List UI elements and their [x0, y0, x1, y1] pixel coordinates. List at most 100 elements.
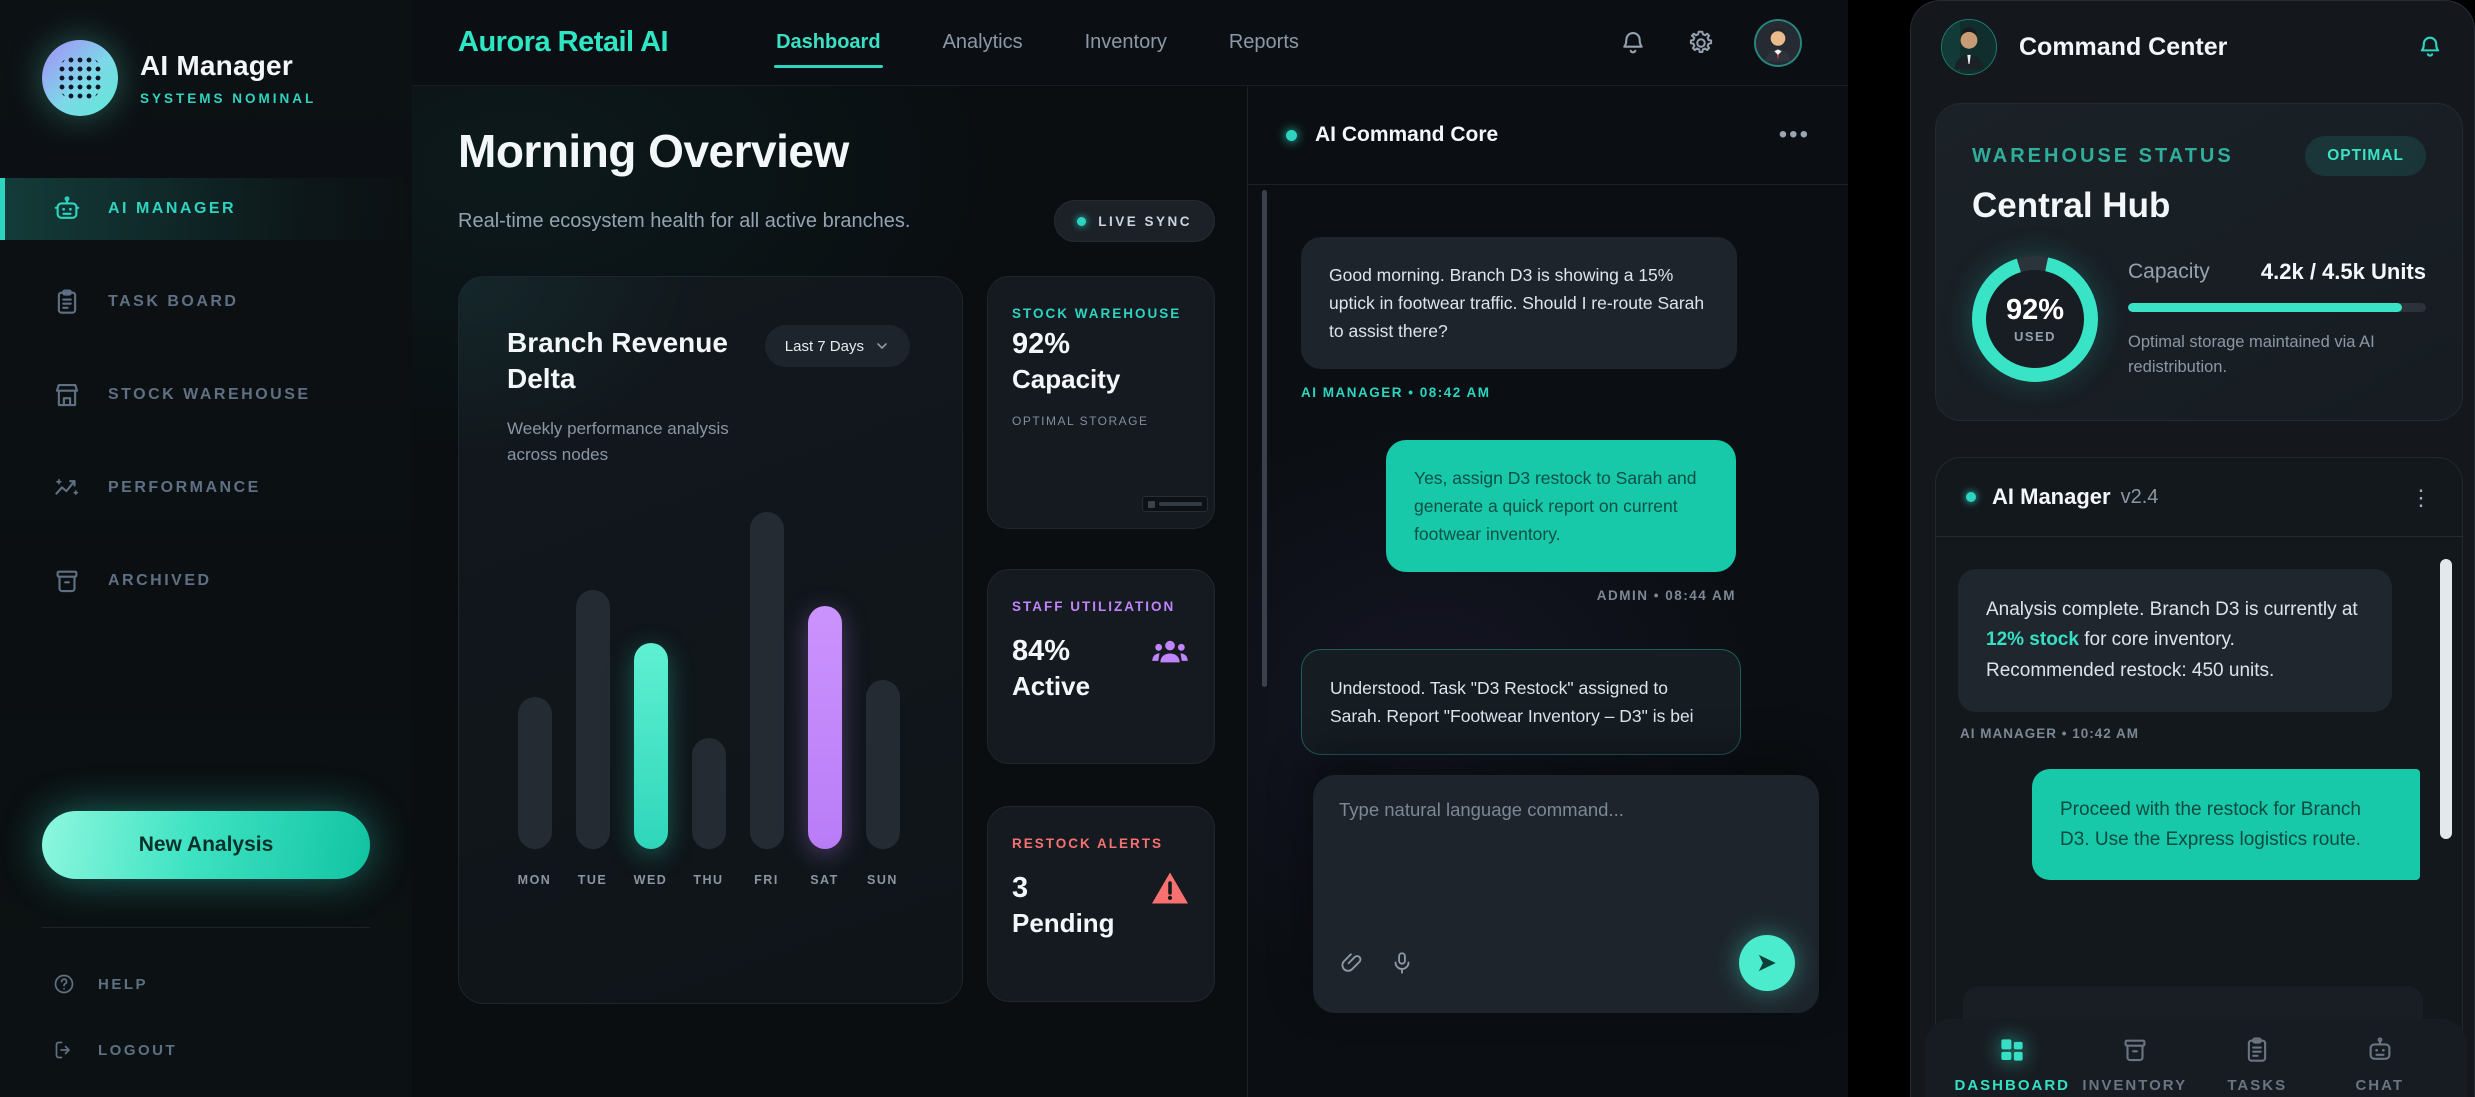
- stat-caption: Pending: [1012, 907, 1115, 938]
- warehouse-status-card: WAREHOUSE STATUS OPTIMAL Central Hub 92%…: [1935, 103, 2463, 421]
- help-label: HELP: [98, 975, 149, 993]
- assistant-version: v2.4: [2120, 485, 2159, 508]
- phone-avatar[interactable]: [1941, 19, 1997, 75]
- logout-link[interactable]: LOGOUT: [0, 1030, 412, 1070]
- overview-column: Morning Overview Real-time ecosystem hea…: [412, 86, 1247, 1097]
- sidebar-item-archived[interactable]: ARCHIVED: [0, 550, 412, 612]
- chart-x-labels: MON TUE WED THU FRI SAT SUN: [518, 873, 900, 887]
- chart-subtitle: Weekly performance analysis across nodes: [507, 418, 729, 465]
- chat-message-ai: Good morning. Branch D3 is showing a 15%…: [1301, 237, 1737, 369]
- stat-label: RESTOCK ALERTS: [1012, 836, 1164, 851]
- command-input[interactable]: [1339, 799, 1793, 929]
- x-tick: WED: [633, 873, 668, 888]
- phone-bell-icon[interactable]: [2416, 33, 2444, 61]
- chat-scrollbar[interactable]: [1262, 190, 1267, 687]
- people-icon: [1152, 640, 1188, 663]
- online-dot-icon: [1966, 492, 1976, 502]
- x-tick: FRI: [754, 873, 779, 888]
- admin-reply-bubble: Proceed with the restock for Branch D3. …: [2032, 769, 2420, 881]
- kebab-menu-icon[interactable]: ⋮: [2410, 484, 2432, 510]
- trend-sparkle-icon: [55, 479, 79, 495]
- phone-nav-dashboard[interactable]: DASHBOARD: [1951, 1035, 2074, 1097]
- avatar-illustration-icon: [1756, 20, 1800, 65]
- main-panel: Aurora Retail AI Dashboard Analytics Inv…: [412, 0, 1848, 1097]
- assistant-header: AI Manager v2.4 ⋮: [1936, 458, 2462, 537]
- tasks-clipboard-icon: [2248, 1037, 2267, 1062]
- phone-nav-label: TASKS: [2227, 1077, 2288, 1094]
- chat-header: AI Command Core •••: [1248, 86, 1848, 185]
- date-range-value: Last 7 Days: [784, 337, 864, 355]
- live-sync-label: LIVE SYNC: [1098, 213, 1192, 229]
- ellipsis-menu-icon[interactable]: •••: [1778, 121, 1810, 148]
- chat-message-meta: AI MANAGER • 08:42 AM: [1301, 385, 1491, 400]
- phone-nav-label: DASHBOARD: [1954, 1077, 2070, 1094]
- chevron-down-icon: [877, 343, 887, 349]
- phone-nav-tasks[interactable]: TASKS: [2196, 1035, 2319, 1097]
- stat-label: STOCK WAREHOUSE: [1012, 306, 1182, 321]
- clipboard-icon: [57, 289, 77, 314]
- mini-tooltip: [1142, 496, 1208, 512]
- page-title: Morning Overview: [458, 125, 849, 177]
- phone-nav-label: INVENTORY: [2082, 1077, 2188, 1094]
- nav-actions: [1618, 18, 1802, 67]
- x-tick: THU: [693, 873, 724, 888]
- chat-message-meta: ADMIN • 08:44 AM: [1596, 588, 1736, 603]
- chart-bars: [517, 512, 900, 850]
- online-dot-icon: [1286, 129, 1297, 141]
- tab-analytics[interactable]: Analytics: [942, 31, 1023, 53]
- assistant-message-highlight: 12% stock: [1986, 629, 2079, 651]
- sidebar-item-label: ARCHIVED: [108, 572, 212, 589]
- chart-bar: [749, 512, 784, 850]
- sidebar-item-label: TASK BOARD: [108, 293, 239, 310]
- sidebar-divider: [42, 927, 370, 928]
- microphone-icon[interactable]: [1389, 950, 1415, 976]
- sidebar-item-stock-warehouse[interactable]: STOCK WAREHOUSE: [0, 364, 412, 426]
- tab-dashboard[interactable]: Dashboard: [774, 3, 884, 82]
- stat-caption: Capacity: [1012, 363, 1121, 394]
- date-range-dropdown[interactable]: Last 7 Days: [764, 325, 910, 367]
- store-icon: [55, 383, 79, 407]
- tab-inventory[interactable]: Inventory: [1084, 31, 1167, 53]
- chat-robot-icon: [2369, 1037, 2391, 1060]
- chat-message-admin: Yes, assign D3 restock to Sarah and gene…: [1386, 440, 1736, 572]
- phone-header: Command Center: [1911, 1, 2474, 89]
- optimal-badge: OPTIMAL: [2305, 136, 2426, 176]
- sidebar-item-task-board[interactable]: TASK BOARD: [0, 271, 412, 333]
- bell-icon[interactable]: [1618, 28, 1648, 58]
- chart-bar: [517, 697, 552, 850]
- live-sync-badge[interactable]: LIVE SYNC: [1054, 200, 1215, 242]
- send-button[interactable]: [1739, 935, 1795, 991]
- stat-value: 92%: [1012, 327, 1071, 360]
- user-avatar[interactable]: [1754, 18, 1802, 67]
- assistant-name: AI Manager: [1992, 484, 2111, 509]
- x-tick: MON: [517, 873, 552, 888]
- assistant-message-text: Analysis complete. Branch D3 is currentl…: [1986, 599, 2358, 620]
- main-content: Morning Overview Real-time ecosystem hea…: [412, 86, 1848, 1097]
- system-status-text: SYSTEMS NOMINAL: [140, 91, 317, 106]
- phone-nav-inventory[interactable]: INVENTORY: [2074, 1035, 2197, 1097]
- new-analysis-button[interactable]: New Analysis: [42, 811, 370, 879]
- chart-bar: [865, 680, 900, 850]
- help-link[interactable]: HELP: [0, 964, 412, 1004]
- capacity-value: 4.2k / 4.5k Units: [2260, 258, 2426, 284]
- chart-title: Branch Revenue Delta: [507, 327, 728, 395]
- phone-title: Command Center: [2019, 32, 2228, 61]
- avatar-photo-icon: [1942, 20, 1996, 74]
- donut-used-label: USED: [2013, 329, 2057, 344]
- staff-utilization-card: STAFF UTILIZATION 84% Active: [987, 569, 1215, 764]
- app-logo-icon: [42, 40, 118, 116]
- x-tick: SUN: [867, 873, 898, 888]
- attachment-icon[interactable]: [1339, 950, 1365, 976]
- gear-icon[interactable]: [1686, 28, 1716, 58]
- chat-title: AI Command Core: [1315, 123, 1499, 146]
- assistant-message: Analysis complete. Branch D3 is currentl…: [1958, 569, 2392, 713]
- phone-nav-chat[interactable]: CHAT: [2319, 1035, 2442, 1097]
- tab-reports[interactable]: Reports: [1228, 31, 1299, 53]
- help-icon: [54, 974, 74, 994]
- logout-icon: [55, 1041, 70, 1059]
- logout-label: LOGOUT: [98, 1041, 178, 1059]
- sidebar-item-ai-manager[interactable]: AI MANAGER: [0, 178, 412, 240]
- sidebar-item-performance[interactable]: PERFORMANCE: [0, 457, 412, 519]
- phone-scrollbar[interactable]: [2440, 559, 2452, 839]
- live-dot-icon: [1077, 216, 1087, 226]
